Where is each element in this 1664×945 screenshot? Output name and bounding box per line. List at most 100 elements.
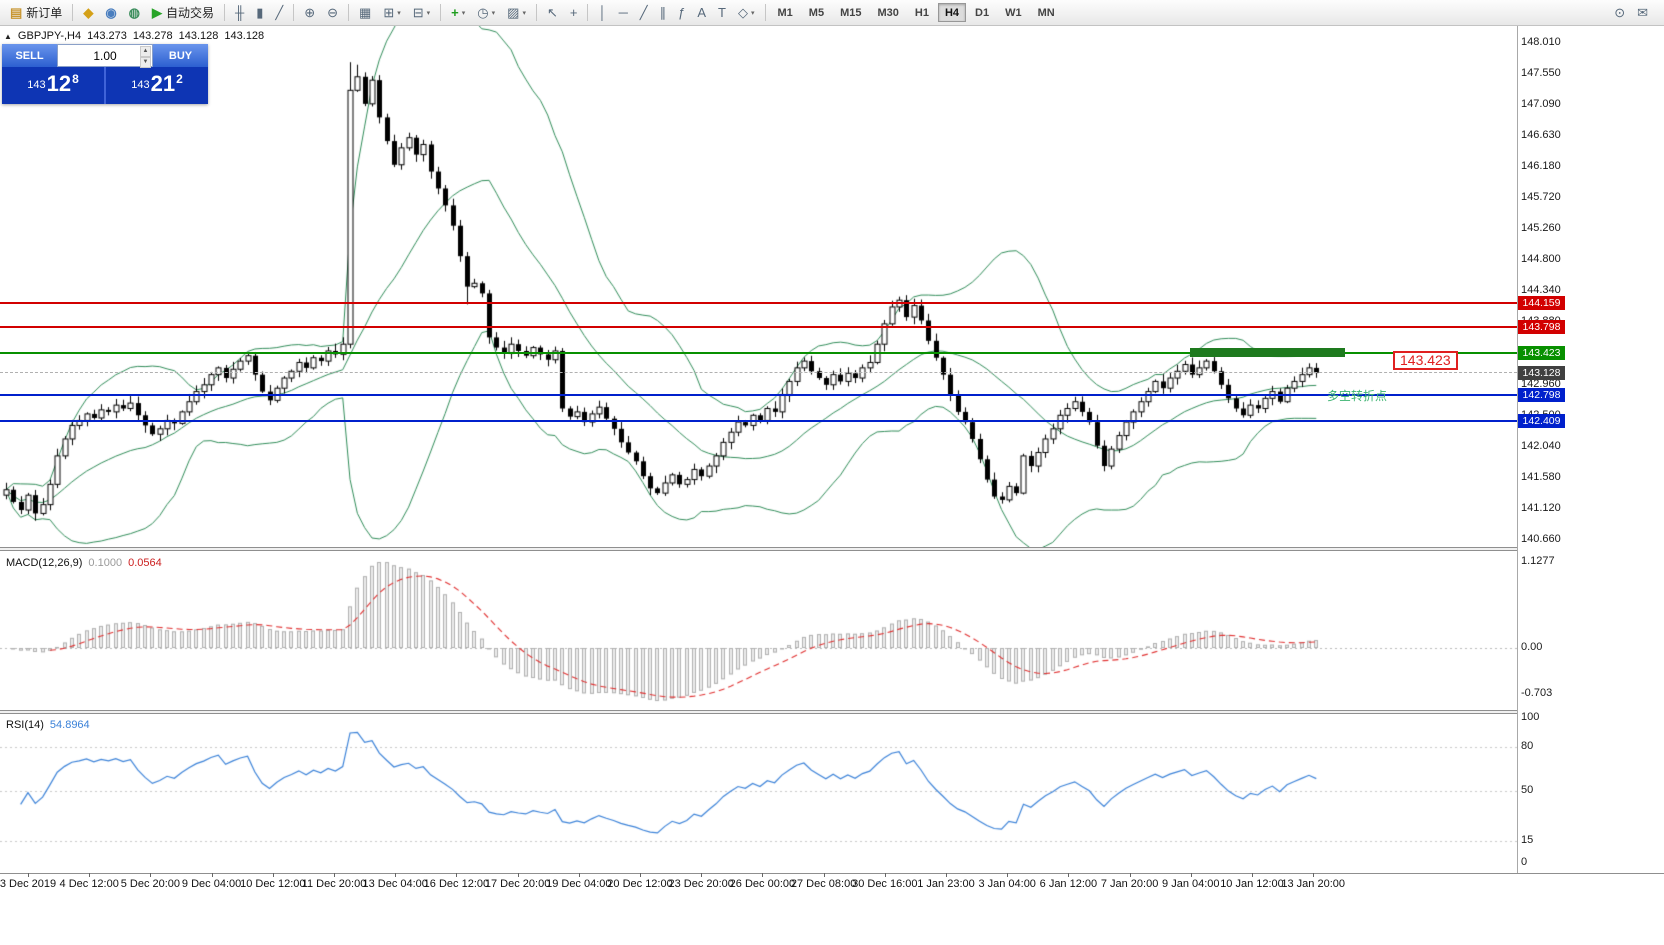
- time-axis-label: 9 Dec 04:00: [181, 878, 242, 890]
- channel-icon[interactable]: ∥: [655, 3, 672, 23]
- time-axis-label: 27 Dec 08:00: [790, 878, 857, 890]
- panel-separator[interactable]: [0, 547, 1517, 551]
- buy-button[interactable]: BUY: [153, 44, 208, 67]
- fibonacci-icon[interactable]: ƒ: [673, 3, 690, 23]
- time-axis-tick: [28, 873, 29, 877]
- time-axis-tick: [1007, 873, 1008, 877]
- timeframe-w1[interactable]: W1: [1005, 6, 1022, 19]
- timeframe-m5[interactable]: M5: [808, 6, 825, 19]
- text-icon: A: [697, 5, 707, 20]
- web-community-icon[interactable]: ◍: [124, 3, 145, 23]
- autotrading-button[interactable]: ▶ 自动交易: [147, 3, 219, 23]
- timeframe-d1[interactable]: D1: [975, 6, 990, 19]
- crosshair-icon[interactable]: +: [565, 3, 583, 23]
- line-chart-icon[interactable]: ╱: [270, 3, 288, 23]
- sell-price[interactable]: 143 12 8: [2, 67, 104, 104]
- price-axis-label: 146.630: [1521, 129, 1561, 142]
- timeframe-m15[interactable]: M15: [840, 6, 862, 19]
- sell-price-base: 143: [27, 79, 46, 91]
- time-axis-label: 30 Dec 16:00: [852, 878, 918, 890]
- dropdown-caret-icon: ▾: [522, 9, 526, 17]
- price-chart-canvas[interactable]: [0, 26, 1517, 547]
- profiles-icon[interactable]: ⊟ ▾: [408, 3, 435, 23]
- label-icon[interactable]: T: [713, 3, 731, 23]
- candlestick-chart-icon[interactable]: ▮: [251, 3, 268, 23]
- search-icon[interactable]: ⊙: [1614, 4, 1626, 20]
- time-axis-label: 3 Dec 2019: [0, 878, 57, 890]
- price-axis-label: 147.550: [1521, 66, 1561, 79]
- new-order-button[interactable]: ▤ 新订单: [5, 3, 67, 23]
- main-toolbar: ▤ 新订单 ◆ ◉ ◍ ▶ 自动交易 ╫ ▮ ╱ ⊕ ⊖ ▦ ⊞ ▾ ⊟ ▾ + ▾ ◷ ▾ ▨ ▾ ↖ + │ ─ ╱ ∥ ƒ A T ◇ ▾ …: [0, 0, 1664, 26]
- bar-chart-icon[interactable]: ╫: [230, 3, 249, 23]
- timeframe-mn[interactable]: MN: [1037, 6, 1055, 19]
- zoom-out-icon[interactable]: ⊖: [322, 3, 343, 23]
- crosshair-icon: +: [569, 5, 578, 20]
- market-watch-icon[interactable]: ◆: [78, 3, 98, 23]
- timeframe-m1[interactable]: M1: [777, 6, 793, 19]
- rsi-axis-label: 0: [1521, 856, 1528, 868]
- rsi-value: 54.8964: [49, 719, 90, 731]
- timeframe-h4[interactable]: H4: [937, 3, 966, 22]
- timeframe-m30[interactable]: M30: [877, 6, 899, 19]
- ohlc-close: 143.128: [224, 30, 265, 42]
- buy-price[interactable]: 143 21 2: [106, 67, 208, 104]
- price-axis-label: 141.120: [1521, 502, 1561, 515]
- macd-axis-label: 0.00: [1521, 641, 1543, 653]
- horizontal-line-object[interactable]: [0, 351, 1517, 354]
- zoom-in-icon[interactable]: ⊕: [299, 3, 320, 23]
- symbol-expand-icon[interactable]: ▲: [4, 31, 12, 41]
- sell-button[interactable]: SELL: [2, 44, 57, 67]
- tile-windows-icon[interactable]: ▦: [354, 3, 376, 23]
- macd-signal-value: 0.0564: [128, 557, 162, 569]
- price-callout[interactable]: 143.423: [1393, 351, 1458, 370]
- bold-trend-segment[interactable]: [1190, 348, 1345, 358]
- volume-input[interactable]: 1.00 ▲ ▼: [57, 44, 153, 68]
- chart-window[interactable]: 148.010 147.550 147.090 146.630 146.180 145.7…: [0, 26, 1664, 945]
- data-window-icon: ◉: [105, 5, 117, 20]
- horizontal-line-object[interactable]: [0, 394, 1517, 397]
- volume-up-button[interactable]: ▲: [140, 46, 151, 57]
- one-click-trading-panel: SELL 1.00 ▲ ▼ BUY 143 12 8 143: [2, 44, 208, 104]
- time-axis-tick: [1068, 873, 1069, 877]
- price-axis-label: 140.660: [1521, 533, 1561, 546]
- periodicity-icon[interactable]: ◷ ▾: [472, 3, 500, 23]
- market-watch-icon: ◆: [83, 5, 94, 20]
- turning-point-label[interactable]: 多空转折点: [1327, 389, 1388, 403]
- shapes-icon[interactable]: ◇ ▾: [733, 3, 760, 23]
- price-axis-label: 144.800: [1521, 253, 1561, 266]
- rsi-canvas[interactable]: [0, 715, 1517, 873]
- macd-canvas[interactable]: [0, 553, 1517, 710]
- vertical-line-icon[interactable]: │: [593, 3, 611, 23]
- text-icon[interactable]: A: [692, 3, 711, 23]
- new-chart-icon[interactable]: ⊞ ▾: [378, 3, 405, 23]
- time-axis-label: 10 Jan 12:00: [1220, 878, 1284, 890]
- time-axis-label: 16 Dec 12:00: [423, 878, 490, 890]
- dropdown-caret-icon: ▾: [426, 9, 431, 17]
- zoom-out-icon: ⊖: [327, 5, 339, 20]
- time-axis-label: 17 Dec 20:00: [484, 878, 551, 890]
- horizontal-line-object[interactable]: [0, 326, 1517, 329]
- price-axis-label: 148.010: [1521, 35, 1561, 48]
- timeframe-h1[interactable]: H1: [914, 6, 929, 19]
- cursor-icon[interactable]: ↖: [542, 3, 563, 23]
- horizontal-line-object[interactable]: [0, 420, 1517, 423]
- line-chart-icon: ╱: [275, 5, 284, 20]
- time-axis-label: 13 Jan 20:00: [1281, 878, 1345, 890]
- templates-icon[interactable]: ▨ ▾: [502, 3, 531, 23]
- panel-separator[interactable]: [0, 710, 1517, 714]
- add-indicator-icon[interactable]: + ▾: [446, 3, 470, 23]
- trendline-icon[interactable]: ╱: [635, 3, 653, 23]
- volume-down-button[interactable]: ▼: [140, 57, 151, 68]
- data-window-icon[interactable]: ◉: [100, 3, 121, 23]
- buy-price-point: 2: [176, 72, 183, 86]
- dropdown-caret-icon: ▾: [461, 9, 466, 17]
- macd-axis-label: -0.703: [1521, 687, 1553, 699]
- chat-icon[interactable]: ✉: [1637, 4, 1648, 20]
- horizontal-line-object[interactable]: [0, 301, 1517, 304]
- horizontal-line-icon[interactable]: ─: [614, 3, 633, 23]
- web-community-icon: ◍: [128, 5, 140, 20]
- bar-chart-icon: ╫: [235, 5, 245, 20]
- toolbar-separator: [440, 4, 442, 21]
- ohlc-open: 143.273: [87, 30, 127, 42]
- price-divider: [104, 67, 106, 104]
